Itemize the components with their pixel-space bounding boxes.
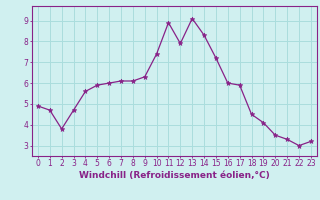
X-axis label: Windchill (Refroidissement éolien,°C): Windchill (Refroidissement éolien,°C)	[79, 171, 270, 180]
